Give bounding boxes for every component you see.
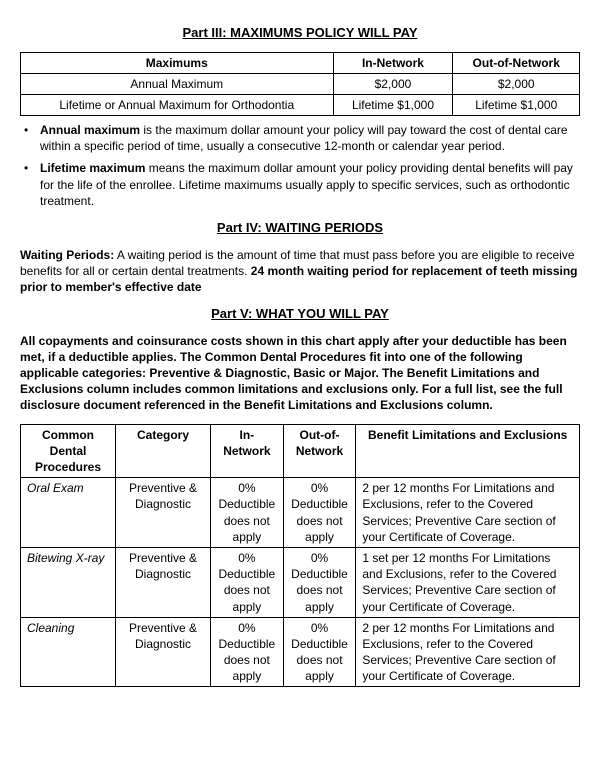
cell-out: 0% Deductible does not apply — [283, 478, 356, 548]
part5-intro-text: All copayments and coinsurance costs sho… — [20, 334, 567, 413]
maximums-table: Maximums In-Network Out-of-Network Annua… — [20, 52, 580, 117]
cell-out: 0% Deductible does not apply — [283, 547, 356, 617]
part5-intro: All copayments and coinsurance costs sho… — [20, 333, 580, 414]
table-header-row: Common Dental Procedures Category In-Net… — [21, 424, 580, 478]
cell-in: 0% Deductible does not apply — [211, 547, 284, 617]
table-header-row: Maximums In-Network Out-of-Network — [21, 52, 580, 73]
cell-category: Preventive & Diagnostic — [116, 478, 211, 548]
col-procedures: Common Dental Procedures — [21, 424, 116, 478]
cell-procedure: Oral Exam — [21, 478, 116, 548]
cell-in: 0% Deductible does not apply — [211, 617, 284, 687]
cell-exclusions: 2 per 12 months For Limitations and Excl… — [356, 617, 580, 687]
bullet-text: Annual maximum is the maximum dollar amo… — [40, 122, 580, 154]
bullet-item: • Lifetime maximum means the maximum dol… — [20, 160, 580, 209]
cell-category: Preventive & Diagnostic — [116, 617, 211, 687]
table-row: Bitewing X-ray Preventive & Diagnostic 0… — [21, 547, 580, 617]
cell-in: 0% Deductible does not apply — [211, 478, 284, 548]
bullet-text: Lifetime maximum means the maximum dolla… — [40, 160, 580, 209]
bullet-item: • Annual maximum is the maximum dollar a… — [20, 122, 580, 154]
cell-out: 0% Deductible does not apply — [283, 617, 356, 687]
cell-procedure: Cleaning — [21, 617, 116, 687]
part3-bullets: • Annual maximum is the maximum dollar a… — [20, 122, 580, 209]
col-exclusions: Benefit Limitations and Exclusions — [356, 424, 580, 478]
row-label: Annual Maximum — [21, 73, 334, 94]
row-out: Lifetime $1,000 — [453, 94, 580, 115]
col-out-network: Out-of-Network — [453, 52, 580, 73]
bullet-lead: Annual maximum — [40, 123, 140, 137]
procedures-table: Common Dental Procedures Category In-Net… — [20, 424, 580, 688]
table-row: Annual Maximum $2,000 $2,000 — [21, 73, 580, 94]
table-row: Oral Exam Preventive & Diagnostic 0% Ded… — [21, 478, 580, 548]
bullet-icon: • — [24, 160, 40, 176]
table-row: Cleaning Preventive & Diagnostic 0% Dedu… — [21, 617, 580, 687]
cell-procedure: Bitewing X-ray — [21, 547, 116, 617]
row-label: Lifetime or Annual Maximum for Orthodont… — [21, 94, 334, 115]
col-in-network: In-Network — [211, 424, 284, 478]
cell-exclusions: 1 set per 12 months For Limitations and … — [356, 547, 580, 617]
row-in: $2,000 — [333, 73, 453, 94]
bullet-icon: • — [24, 122, 40, 138]
part5-title: Part V: WHAT YOU WILL PAY — [20, 305, 580, 323]
col-out-network: Out-of-Network — [283, 424, 356, 478]
cell-exclusions: 2 per 12 months For Limitations and Excl… — [356, 478, 580, 548]
row-out: $2,000 — [453, 73, 580, 94]
part4-title: Part IV: WAITING PERIODS — [20, 219, 580, 237]
row-in: Lifetime $1,000 — [333, 94, 453, 115]
table-row: Lifetime or Annual Maximum for Orthodont… — [21, 94, 580, 115]
waiting-periods-para: Waiting Periods: A waiting period is the… — [20, 247, 580, 296]
col-category: Category — [116, 424, 211, 478]
part3-title: Part III: MAXIMUMS POLICY WILL PAY — [20, 24, 580, 42]
col-maximums: Maximums — [21, 52, 334, 73]
col-in-network: In-Network — [333, 52, 453, 73]
waiting-lead: Waiting Periods: — [20, 248, 114, 262]
cell-category: Preventive & Diagnostic — [116, 547, 211, 617]
bullet-lead: Lifetime maximum — [40, 161, 145, 175]
